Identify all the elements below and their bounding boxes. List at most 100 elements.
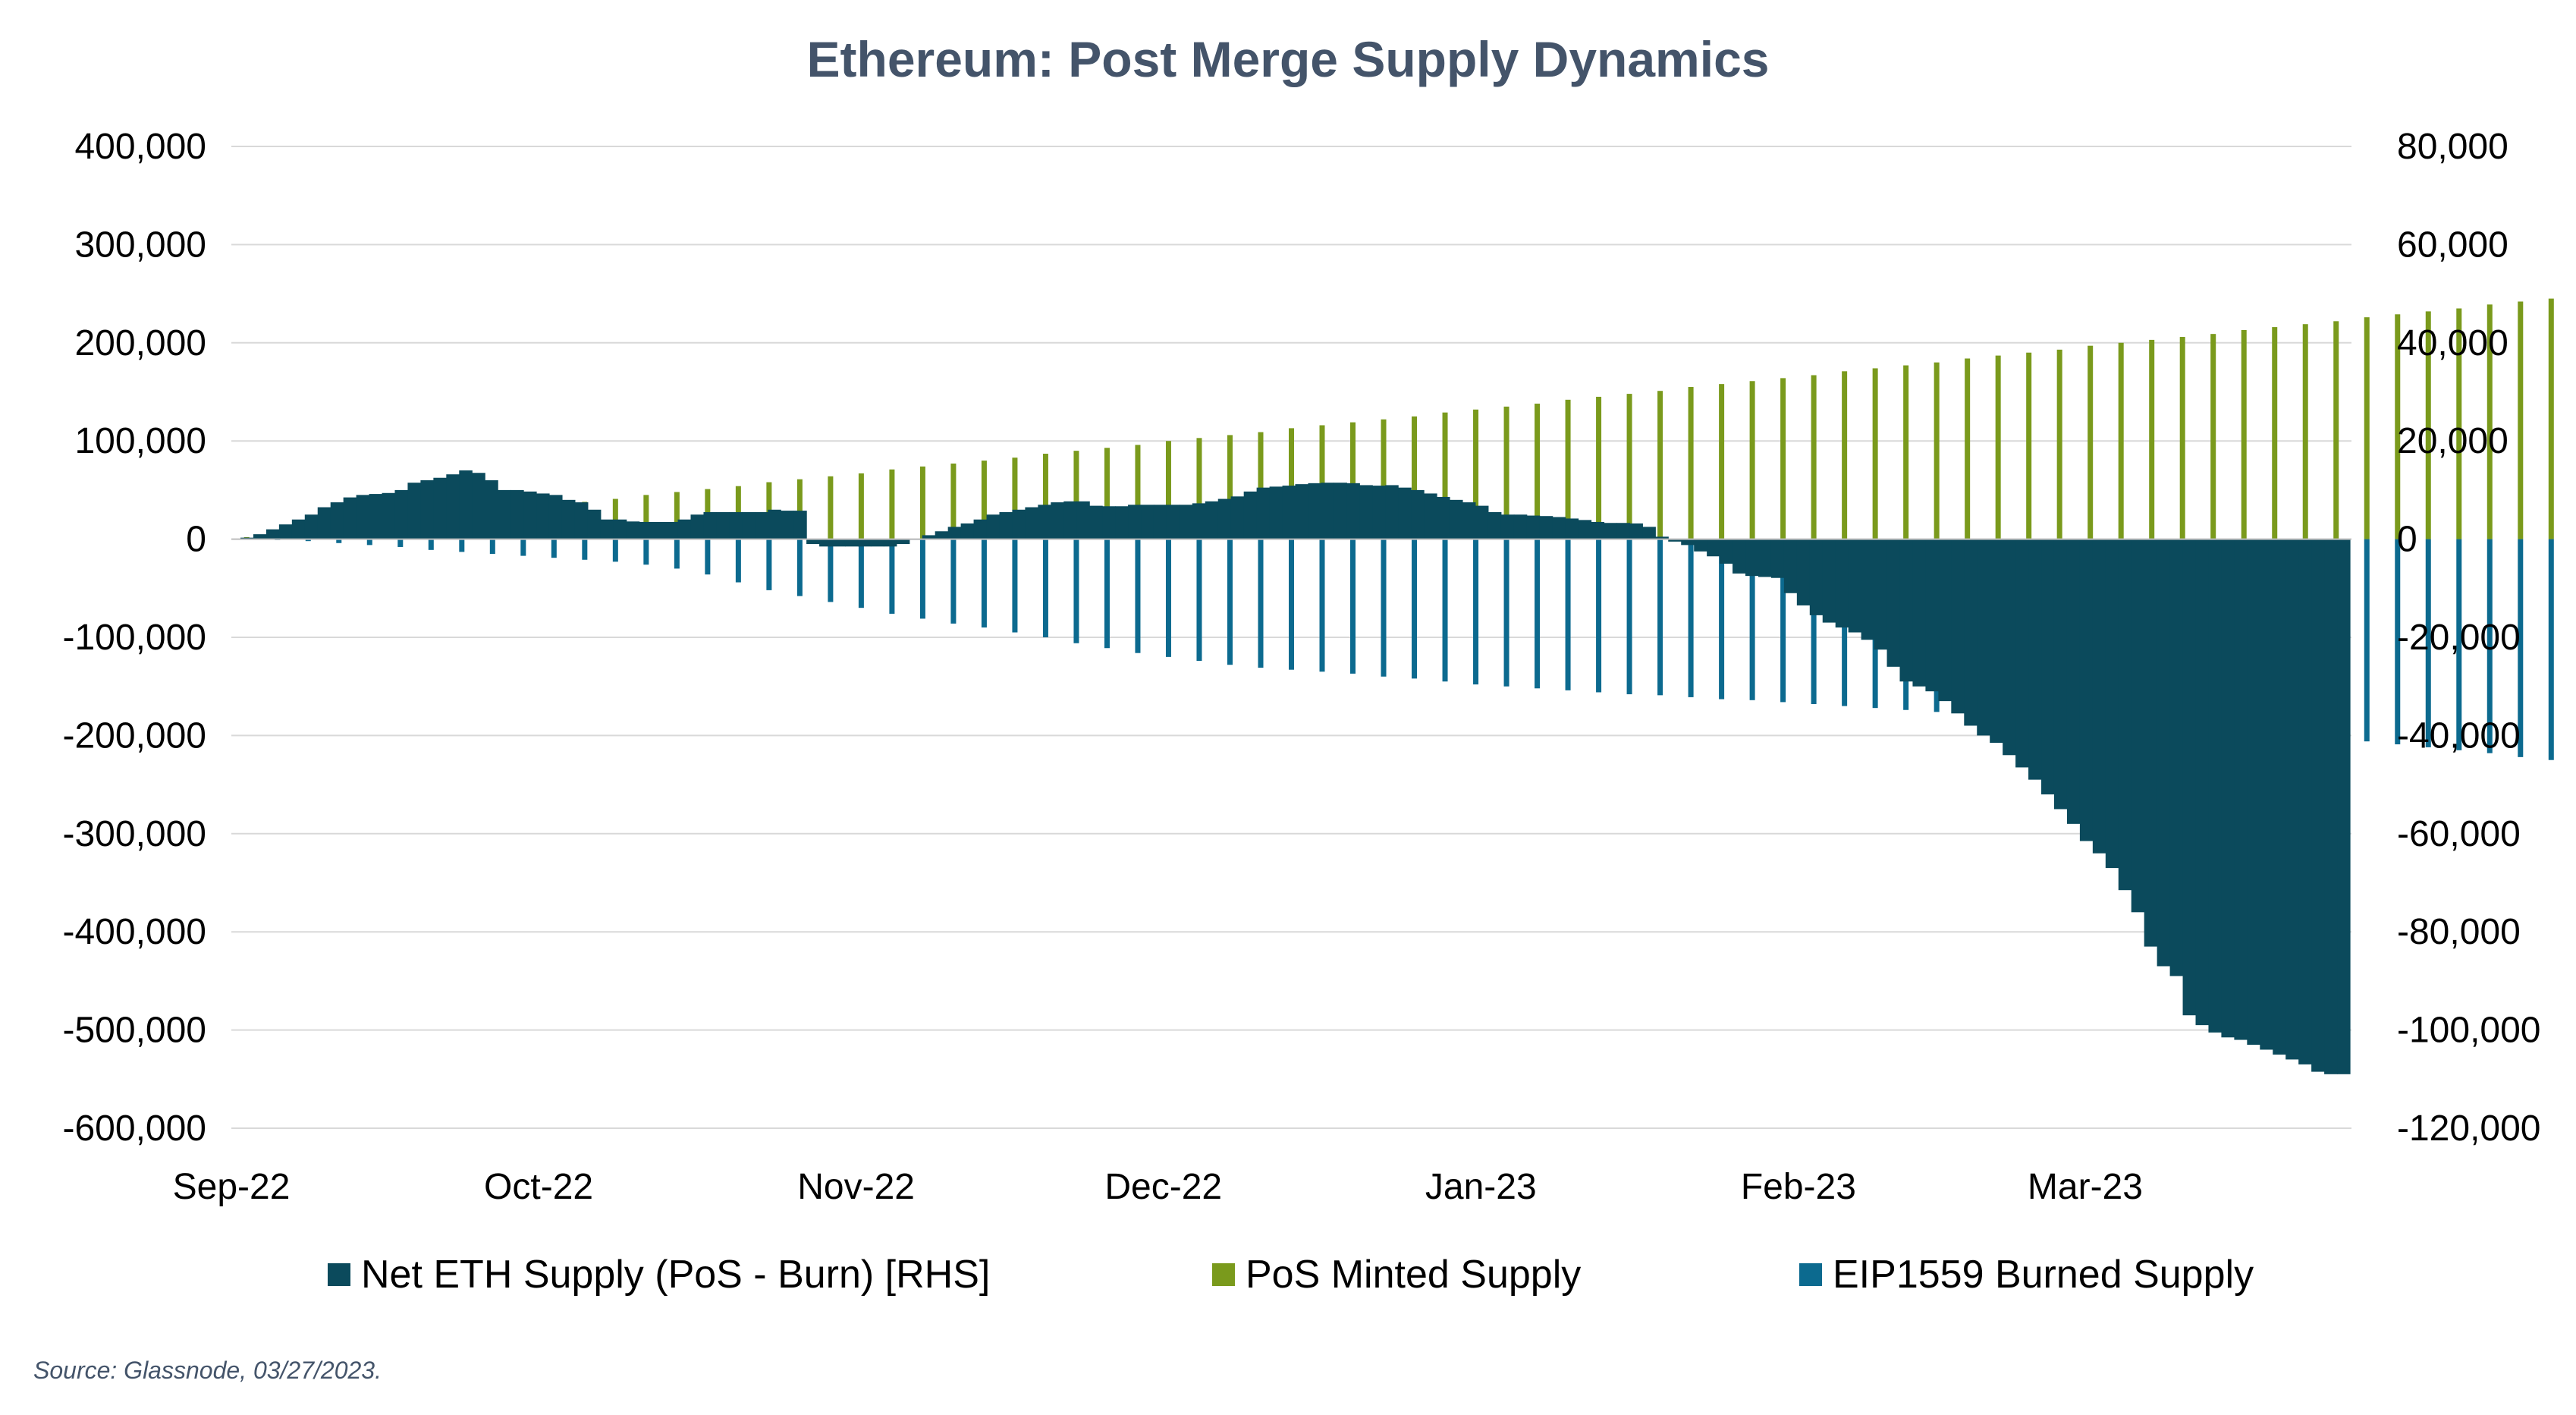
bar-net-eth-supply: [947, 527, 962, 539]
bar-net-eth-supply: [613, 519, 627, 539]
bar-net-eth-supply: [1539, 516, 1553, 539]
chart-title: Ethereum: Post Merge Supply Dynamics: [806, 31, 1770, 87]
bar-net-eth-supply: [729, 512, 743, 539]
bar-pos-minted: [1473, 409, 1479, 539]
bar-eip1559-burned: [1535, 539, 1541, 689]
bar-pos-minted: [1165, 441, 1171, 539]
y-right-tick-label: 60,000: [2397, 225, 2508, 265]
bar-net-eth-supply: [1681, 539, 1695, 546]
bar-pos-minted: [1012, 458, 1018, 539]
y-left-tick-label: 300,000: [74, 225, 206, 265]
bar-net-eth-supply: [1141, 505, 1154, 539]
bar-eip1559-burned: [582, 539, 588, 560]
bar-eip1559-burned: [1289, 539, 1294, 670]
bar-net-eth-supply: [1733, 539, 1746, 574]
bar-net-eth-supply: [1334, 483, 1347, 539]
bar-net-eth-supply: [1437, 496, 1450, 539]
bar-net-eth-supply: [2041, 539, 2055, 795]
bar-net-eth-supply: [1694, 539, 1707, 552]
bar-pos-minted: [2302, 324, 2308, 539]
legend-swatch-eip1559-burned: [1799, 1263, 1822, 1286]
bar-net-eth-supply: [1565, 518, 1579, 539]
bar-pos-minted: [2179, 337, 2185, 539]
bar-net-eth-supply: [523, 491, 537, 539]
bar-pos-minted: [1535, 404, 1541, 539]
bar-net-eth-supply: [1475, 505, 1489, 539]
bar-net-eth-supply: [1655, 536, 1669, 539]
bar-pos-minted: [1350, 422, 1356, 539]
bar-net-eth-supply: [1886, 539, 1901, 667]
legend-label-net-eth-supply: Net ETH Supply (PoS - Burn) [RHS]: [361, 1253, 991, 1297]
bar-net-eth-supply: [1449, 499, 1463, 539]
bar-pos-minted: [2088, 345, 2094, 539]
bar-net-eth-supply: [1372, 486, 1386, 539]
bar-net-eth-supply: [1629, 523, 1643, 539]
bar-net-eth-supply: [1990, 539, 2003, 744]
bar-eip1559-burned: [828, 539, 834, 602]
bar-net-eth-supply: [2324, 539, 2338, 1074]
bar-eip1559-burned: [796, 539, 803, 596]
bar-eip1559-burned: [1104, 539, 1110, 649]
bar-net-eth-supply: [2195, 539, 2210, 1026]
x-tick-label: Jan-23: [1425, 1167, 1537, 1207]
bar-net-eth-supply: [498, 489, 511, 539]
bar-pos-minted: [1381, 419, 1387, 539]
bar-net-eth-supply: [2105, 539, 2119, 869]
bar-net-eth-supply: [935, 531, 949, 539]
bar-net-eth-supply: [1925, 539, 1939, 692]
bar-eip1559-burned: [489, 539, 495, 555]
bar-pos-minted: [2456, 308, 2462, 539]
bar-pos-minted: [2056, 349, 2062, 539]
bar-net-eth-supply: [922, 535, 936, 539]
bar-net-eth-supply: [844, 539, 859, 547]
y-right-tick-label: -60,000: [2397, 814, 2521, 854]
bar-pos-minted: [1596, 396, 1602, 539]
bar-pos-minted: [1042, 454, 1048, 539]
bar-pos-minted: [1503, 406, 1509, 539]
bar-net-eth-supply: [857, 539, 872, 547]
bar-net-eth-supply: [304, 514, 319, 539]
bar-net-eth-supply: [1321, 483, 1334, 539]
bar-net-eth-supply: [2157, 539, 2171, 967]
legend-swatch-pos-minted: [1212, 1263, 1235, 1286]
y-right-tick-label: 40,000: [2397, 323, 2508, 363]
bar-net-eth-supply: [1205, 501, 1219, 539]
bar-pos-minted: [1688, 387, 1694, 539]
bar-net-eth-supply: [1861, 539, 1875, 640]
bar-net-eth-supply: [1500, 514, 1515, 539]
bar-eip1559-burned: [397, 539, 404, 547]
bar-eip1559-burned: [2548, 539, 2554, 760]
y-right-tick-label: -20,000: [2397, 618, 2521, 658]
bar-net-eth-supply: [1899, 539, 1914, 682]
bar-net-eth-supply: [806, 539, 820, 545]
bar-net-eth-supply: [677, 519, 692, 539]
bar-net-eth-supply: [1642, 527, 1656, 539]
bar-net-eth-supply: [2053, 539, 2068, 810]
bar-pos-minted: [1780, 378, 1786, 539]
bar-net-eth-supply: [742, 512, 756, 539]
bar-net-eth-supply: [2273, 539, 2286, 1055]
bar-eip1559-burned: [889, 539, 895, 614]
bar-net-eth-supply: [2169, 539, 2184, 976]
bar-pos-minted: [1872, 368, 1878, 539]
x-tick-label: Mar-23: [2028, 1167, 2143, 1207]
x-tick-label: Nov-22: [797, 1167, 915, 1207]
bar-net-eth-supply: [1964, 539, 1978, 726]
bar-net-eth-supply: [253, 534, 267, 539]
bar-eip1559-burned: [459, 539, 465, 552]
bar-net-eth-supply: [1179, 505, 1193, 539]
bar-net-eth-supply: [2298, 539, 2312, 1064]
bar-pos-minted: [1104, 448, 1110, 539]
bar-net-eth-supply: [1424, 493, 1437, 539]
bar-eip1559-burned: [1688, 539, 1694, 697]
bar-eip1559-burned: [520, 539, 526, 556]
bar-net-eth-supply: [1604, 523, 1618, 539]
bar-eip1559-burned: [1227, 539, 1233, 665]
bar-net-eth-supply: [1128, 505, 1142, 539]
bar-pos-minted: [643, 495, 649, 539]
bar-net-eth-supply: [819, 539, 833, 547]
bar-net-eth-supply: [1230, 496, 1245, 539]
bar-pos-minted: [2518, 301, 2524, 539]
bar-pos-minted: [1719, 384, 1725, 539]
bar-pos-minted: [1412, 416, 1418, 539]
